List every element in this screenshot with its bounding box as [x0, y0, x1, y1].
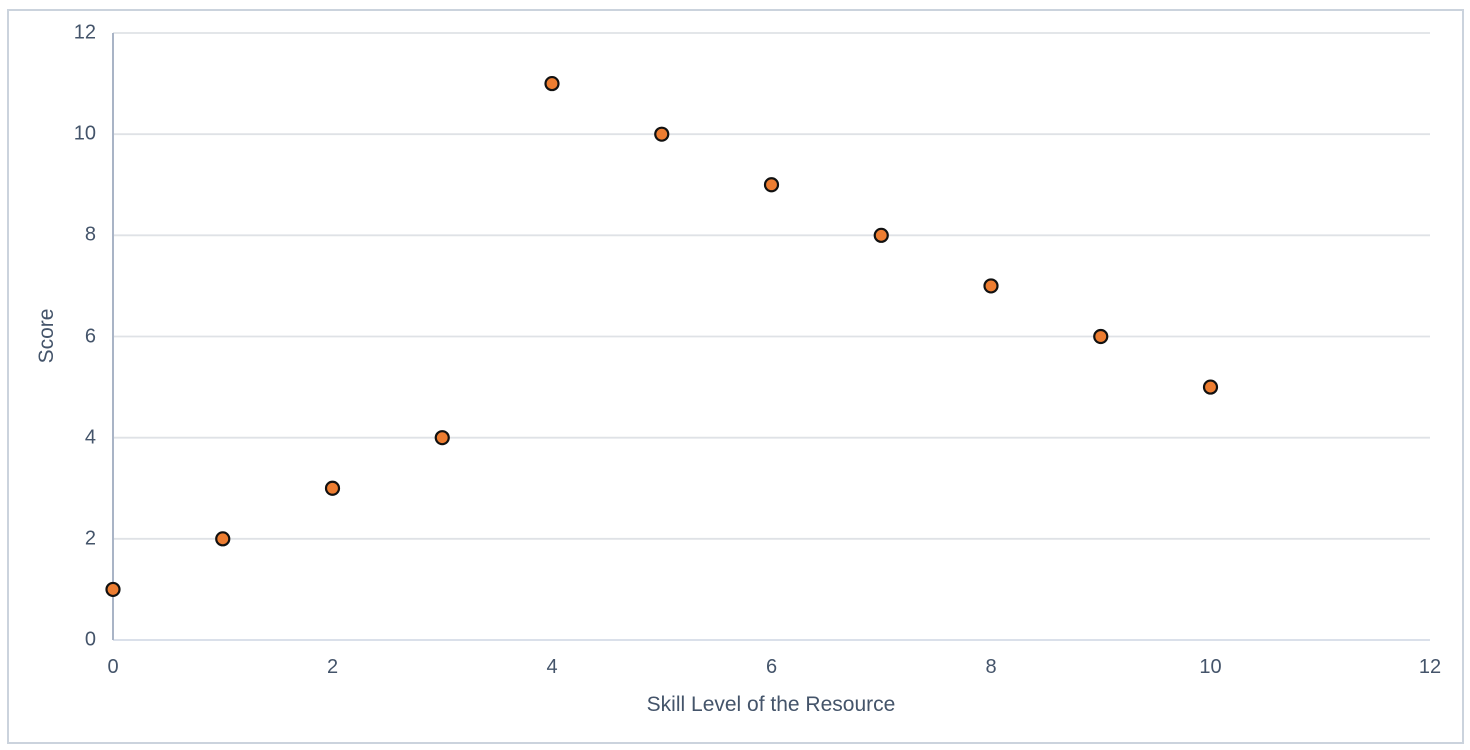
data-point — [873, 227, 889, 243]
y-tick-label: 12 — [73, 21, 96, 44]
x-tick-label: 4 — [546, 656, 558, 678]
y-tick-label: 8 — [84, 223, 96, 246]
x-tick-label: 12 — [1418, 656, 1442, 678]
x-tick-label: 8 — [985, 656, 997, 678]
y-tick-label: 10 — [73, 122, 96, 145]
y-tick-label: 0 — [84, 628, 96, 651]
data-point — [215, 531, 231, 547]
data-point — [434, 430, 450, 446]
x-tick-label: 0 — [107, 656, 119, 678]
y-axis-title: Score — [35, 308, 58, 364]
data-point — [763, 177, 780, 193]
x-axis-title: Skill Level of the Resource — [646, 693, 896, 716]
data-point — [1202, 379, 1219, 395]
x-tick-label: 10 — [1199, 656, 1222, 678]
x-tick-label: 6 — [765, 656, 778, 678]
data-point — [544, 75, 560, 92]
x-tick-label: 2 — [326, 656, 339, 678]
data-point — [1093, 328, 1109, 345]
chart-frame — [7, 9, 1464, 744]
data-point — [324, 480, 341, 496]
y-tick-label: 4 — [84, 426, 96, 449]
data-point — [105, 581, 121, 598]
y-tick-label: 2 — [84, 527, 96, 550]
data-point — [983, 278, 999, 294]
data-point — [654, 126, 670, 142]
y-tick-label: 6 — [84, 325, 96, 348]
